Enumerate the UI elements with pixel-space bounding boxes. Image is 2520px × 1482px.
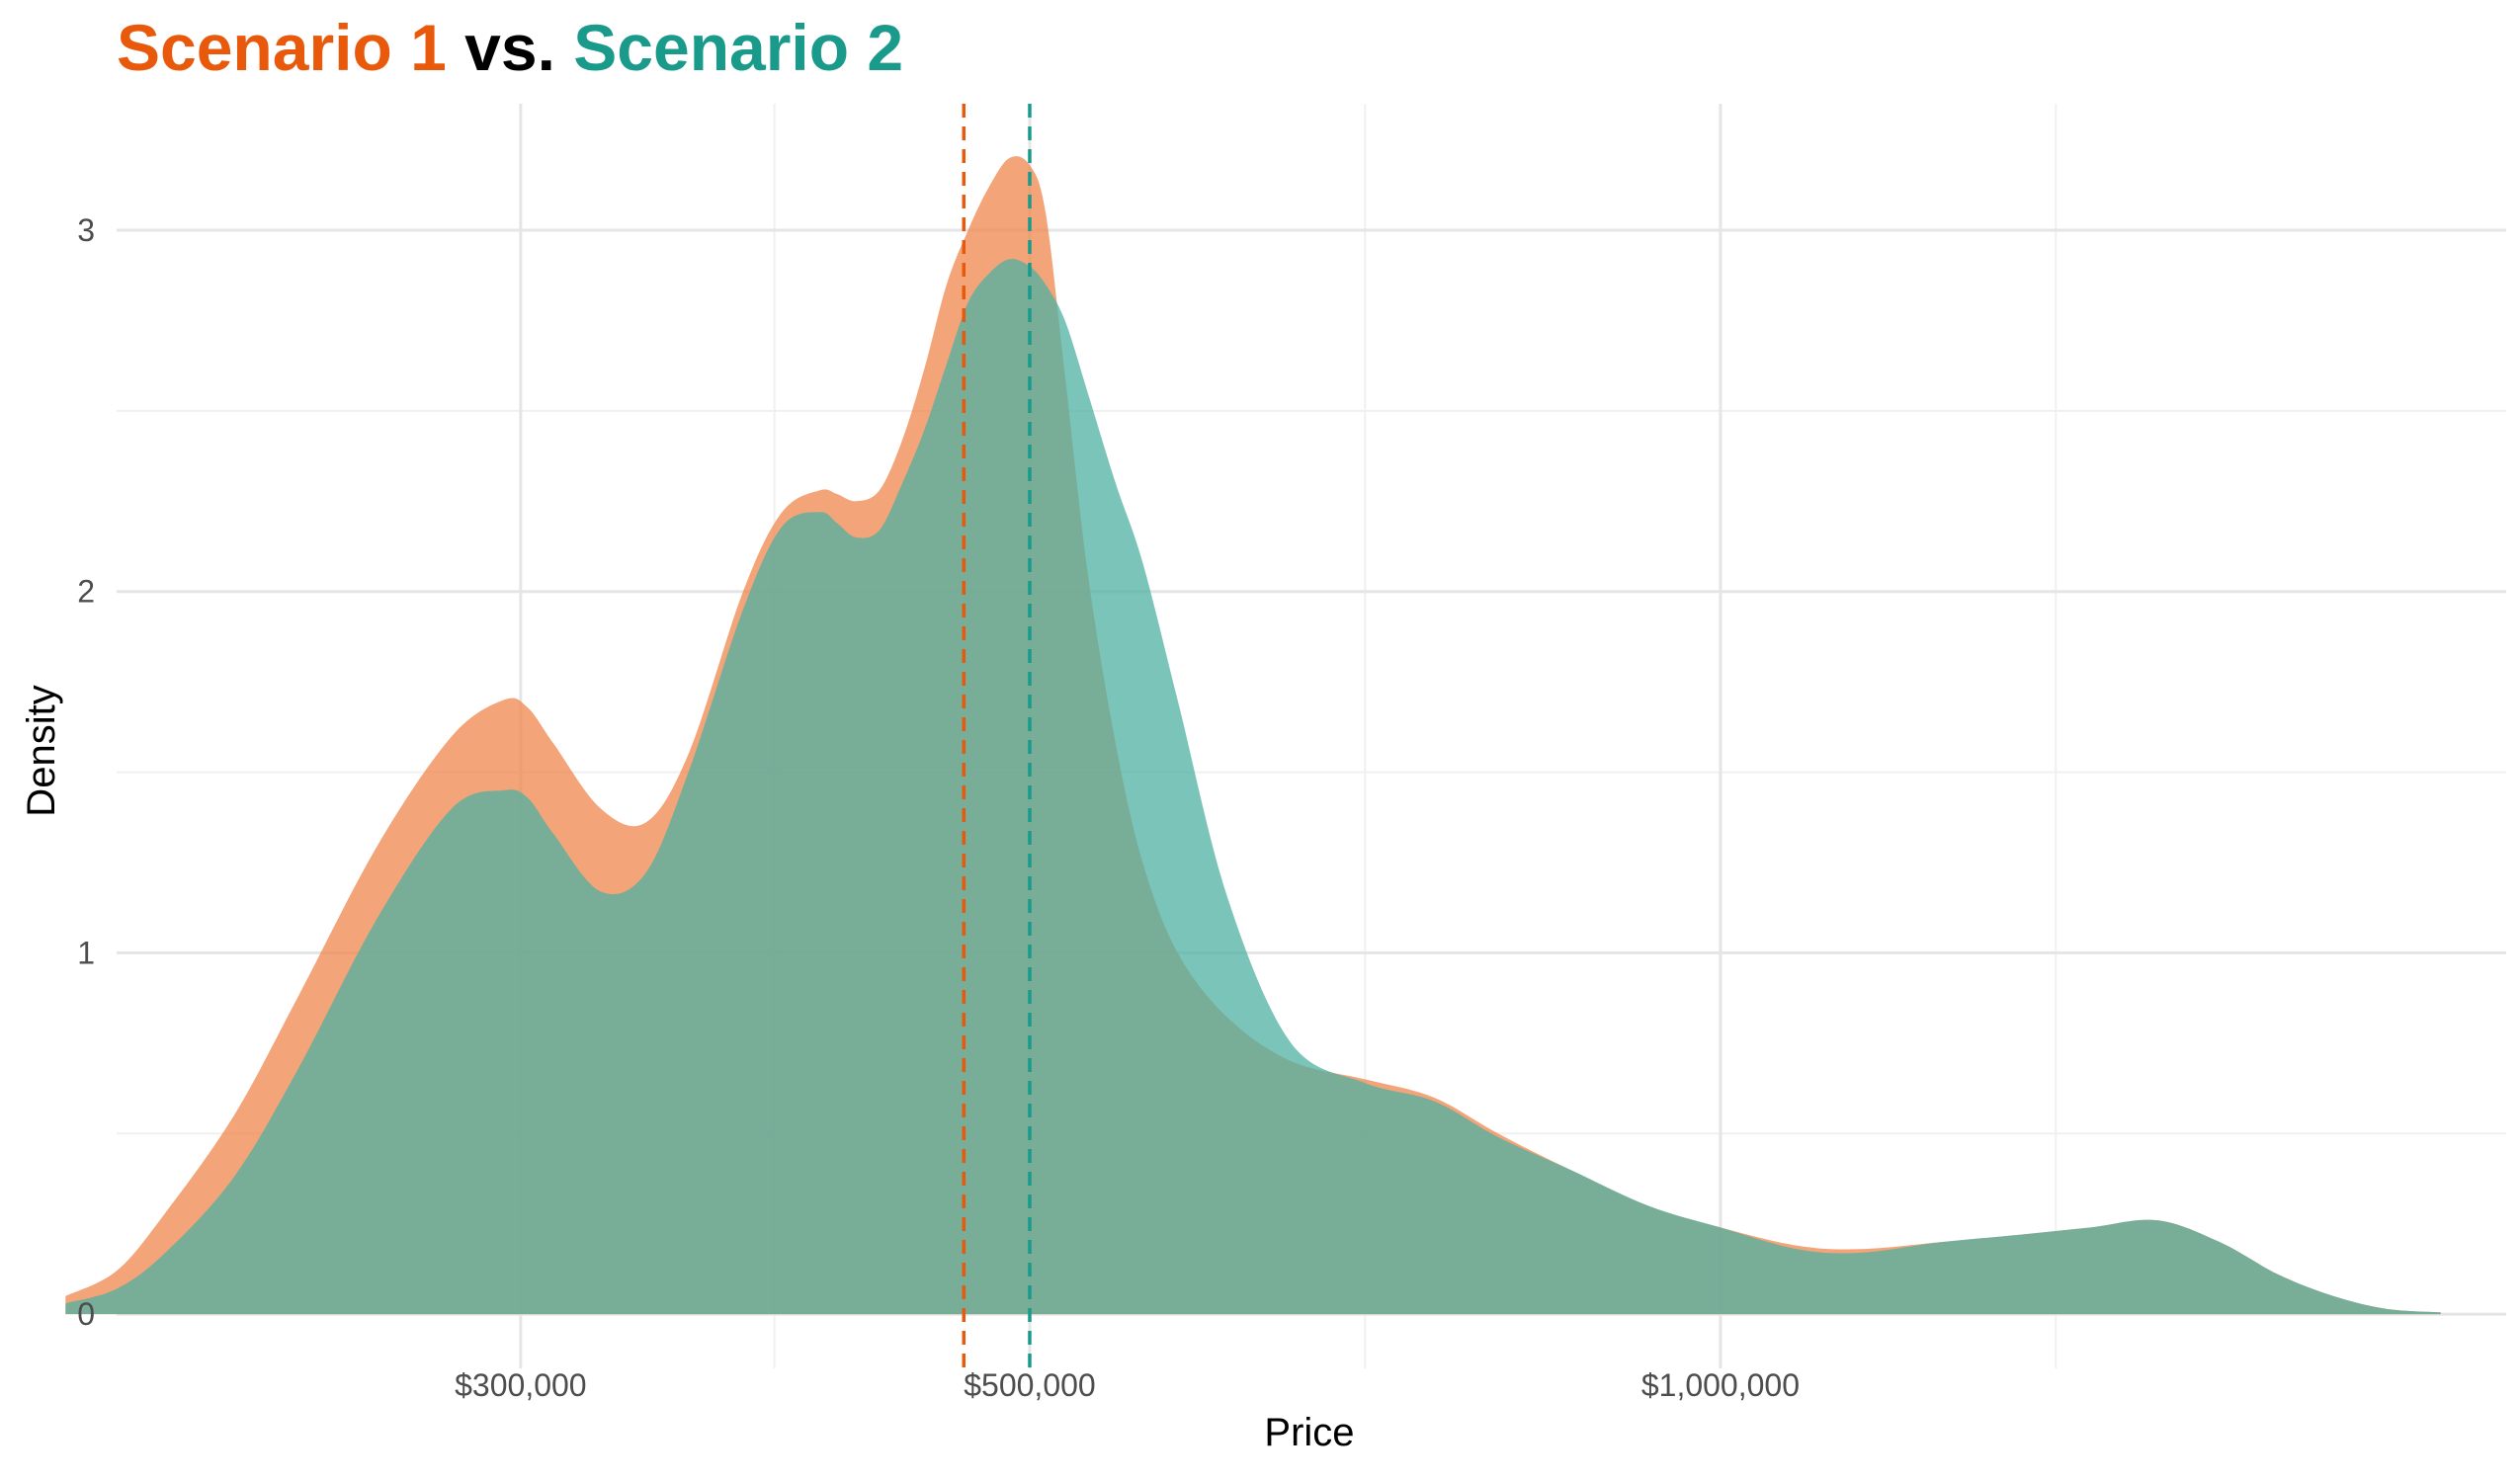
scenario-2-density-area (65, 259, 2441, 1315)
y-tick-label: 1 (77, 935, 95, 970)
y-tick-label: 2 (77, 574, 95, 610)
title-scenario-2: Scenario 2 (573, 11, 904, 84)
mean-lines (962, 104, 1032, 1368)
y-axis-title: Density (20, 685, 63, 816)
x-tick-label: $500,000 (964, 1367, 1095, 1403)
x-tick-label: $300,000 (455, 1367, 586, 1403)
x-tick-label: $1,000,000 (1641, 1367, 1800, 1403)
title-vs: vs. (446, 11, 574, 84)
tick-labels: $300,000 $500,000 $1,000,000 0 1 2 3 (77, 212, 1800, 1403)
density-areas (65, 156, 2441, 1315)
y-tick-label: 0 (77, 1296, 95, 1332)
x-axis-title: Price (1264, 1411, 1354, 1454)
y-tick-label: 3 (77, 212, 95, 248)
title-scenario-1: Scenario 1 (117, 11, 447, 84)
chart-title: Scenario 1 vs. Scenario 2 (117, 8, 903, 87)
